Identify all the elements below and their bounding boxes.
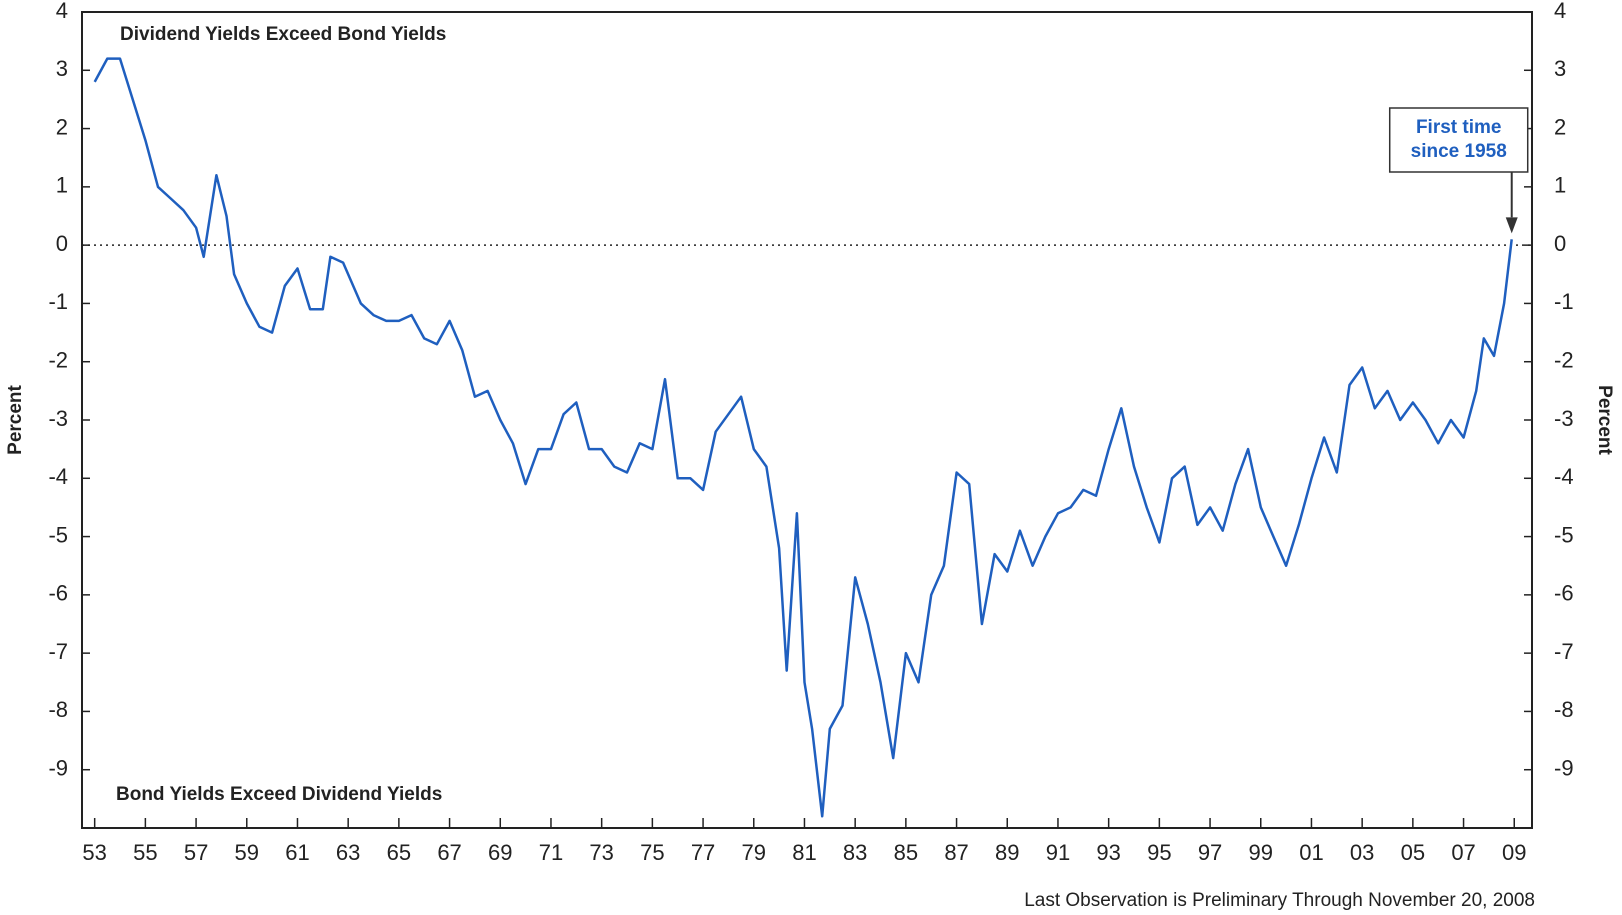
- x-tick-label: 71: [539, 840, 563, 865]
- x-tick-label: 99: [1249, 840, 1273, 865]
- y2-tick-label: 0: [1554, 231, 1566, 256]
- x-tick-label: 53: [82, 840, 106, 865]
- y2-tick-label: -1: [1554, 289, 1574, 314]
- y2-tick-label: 3: [1554, 56, 1566, 81]
- callout-text: since 1958: [1411, 141, 1507, 162]
- y2-tick-label: -4: [1554, 464, 1574, 489]
- x-tick-label: 79: [742, 840, 766, 865]
- x-tick-label: 73: [589, 840, 613, 865]
- x-tick-label: 61: [285, 840, 309, 865]
- y2-tick-label: -3: [1554, 406, 1574, 431]
- x-tick-label: 87: [944, 840, 968, 865]
- x-tick-label: 85: [894, 840, 918, 865]
- x-tick-label: 89: [995, 840, 1019, 865]
- y2-tick-label: -5: [1554, 522, 1574, 547]
- x-tick-label: 81: [792, 840, 816, 865]
- callout-text: First time: [1416, 117, 1502, 138]
- y-tick-label: -9: [48, 756, 68, 781]
- annotation: Dividend Yields Exceed Bond Yields: [120, 24, 446, 45]
- x-tick-label: 83: [843, 840, 867, 865]
- y2-tick-label: -7: [1554, 639, 1574, 664]
- y2-tick-label: -2: [1554, 348, 1574, 373]
- y2-tick-label: -6: [1554, 581, 1574, 606]
- y-tick-label: 2: [56, 114, 68, 139]
- y2-tick-label: 4: [1554, 0, 1566, 23]
- y2-tick-label: 2: [1554, 114, 1566, 139]
- x-tick-label: 93: [1096, 840, 1120, 865]
- footnote: Last Observation is Preliminary Through …: [1024, 890, 1535, 911]
- y2-tick-label: -9: [1554, 756, 1574, 781]
- x-tick-label: 69: [488, 840, 512, 865]
- y-tick-label: 3: [56, 56, 68, 81]
- x-tick-label: 07: [1451, 840, 1475, 865]
- plot-frame: [81, 11, 1533, 829]
- y-axis-label: Percent: [5, 384, 26, 454]
- x-tick-label: 09: [1502, 840, 1526, 865]
- x-tick-label: 01: [1299, 840, 1323, 865]
- y-tick-label: -3: [48, 406, 68, 431]
- y-tick-label: -6: [48, 581, 68, 606]
- data-line: [93, 57, 1513, 818]
- x-tick-label: 59: [235, 840, 259, 865]
- y2-tick-label: 1: [1554, 173, 1566, 198]
- y-tick-label: -5: [48, 522, 68, 547]
- x-tick-label: 57: [184, 840, 208, 865]
- y2-axis-label: Percent: [1594, 385, 1615, 455]
- x-tick-label: 75: [640, 840, 664, 865]
- y-tick-label: -7: [48, 639, 68, 664]
- x-tick-label: 95: [1147, 840, 1171, 865]
- y-tick-label: 1: [56, 173, 68, 198]
- x-tick-label: 65: [387, 840, 411, 865]
- x-tick-label: 03: [1350, 840, 1374, 865]
- x-tick-label: 63: [336, 840, 360, 865]
- y-tick-label: 4: [56, 0, 68, 23]
- callout-arrowhead: [1505, 217, 1518, 234]
- x-tick-label: 77: [691, 840, 715, 865]
- x-tick-label: 67: [437, 840, 461, 865]
- x-tick-label: 97: [1198, 840, 1222, 865]
- y2-tick-label: -8: [1554, 697, 1574, 722]
- y-tick-label: -4: [48, 464, 68, 489]
- callout-box: [1388, 107, 1529, 173]
- y-tick-label: -8: [48, 697, 68, 722]
- annotation: Bond Yields Exceed Dividend Yields: [116, 784, 442, 805]
- x-tick-label: 05: [1401, 840, 1425, 865]
- y-tick-label: -2: [48, 348, 68, 373]
- y-tick-label: -1: [48, 289, 68, 314]
- x-tick-label: 55: [133, 840, 157, 865]
- y-tick-label: 0: [56, 231, 68, 256]
- x-tick-label: 91: [1046, 840, 1070, 865]
